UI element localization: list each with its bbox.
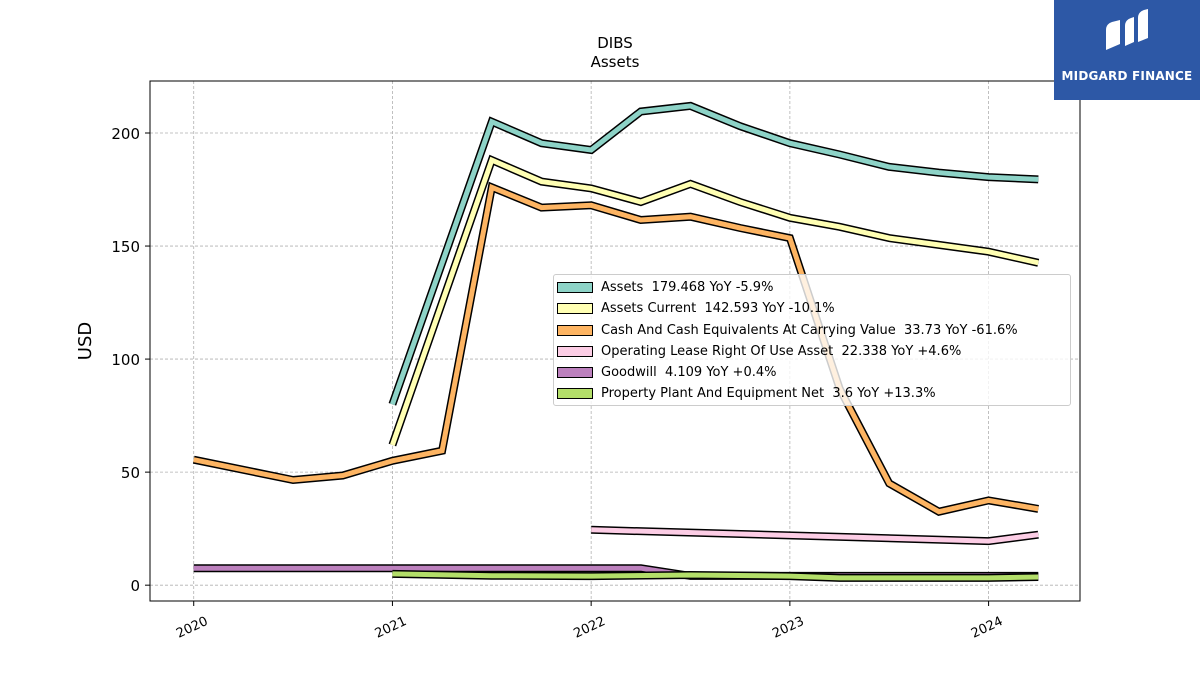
- logo-mark-icon: [1106, 9, 1148, 50]
- legend-item: Assets 179.468 YoY -5.9%: [554, 278, 1070, 299]
- series-line-assets: [390, 103, 1039, 406]
- legend-label: Cash And Cash Equivalents At Carrying Va…: [601, 322, 1018, 338]
- chart-subtitle: Assets: [591, 53, 640, 71]
- plot-frame: [149, 80, 1081, 602]
- legend-label: Goodwill 4.109 YoY +0.4%: [601, 365, 777, 381]
- series-layer: [192, 101, 1040, 582]
- legend-item: Assets Current 142.593 YoY -10.1%: [554, 299, 1070, 320]
- y-tick-label: 150: [111, 238, 140, 256]
- x-tick-label: 2020: [174, 614, 210, 642]
- x-tick-label: 2021: [373, 614, 409, 642]
- y-tick-label: 50: [121, 464, 140, 482]
- y-axis-label: USD: [75, 322, 96, 360]
- legend-swatch: [557, 324, 593, 336]
- chart-title: DIBS: [597, 34, 633, 52]
- legend-swatch: [557, 282, 593, 293]
- legend-label: Operating Lease Right Of Use Asset 22.33…: [601, 343, 962, 359]
- series-line-assets-current: [390, 156, 1039, 446]
- y-tick-label: 0: [130, 577, 140, 595]
- legend-swatch: [557, 367, 593, 379]
- y-tick-label: 100: [111, 351, 140, 369]
- x-tick-label: 2024: [969, 614, 1005, 642]
- legend-item: Goodwill 4.109 YoY +0.4%: [554, 363, 1070, 384]
- logo-text: MIDGARD FINANCE: [1061, 69, 1193, 83]
- series-line-operating-lease-right-of-use-asset: [591, 527, 1039, 544]
- legend-swatch: [557, 388, 593, 400]
- midgard-finance-logo: MIDGARD FINANCE: [1054, 0, 1200, 100]
- legend-label: Property Plant And Equipment Net 3.6 YoY…: [601, 386, 936, 402]
- legend-label: Assets 179.468 YoY -5.9%: [601, 280, 774, 295]
- series-line-cash-and-cash-equivalents-at-carrying-value: [193, 183, 1039, 515]
- y-tick-label: 200: [111, 125, 140, 143]
- x-tick-label: 2023: [770, 614, 806, 642]
- x-tick-label: 2022: [572, 614, 608, 642]
- legend-swatch: [557, 303, 593, 315]
- legend: Assets 179.468 YoY -5.9% Assets Current 1…: [553, 274, 1071, 406]
- series-line-property-plant-and-equipment-net: [392, 571, 1039, 581]
- legend-item: Property Plant And Equipment Net 3.6 YoY…: [554, 384, 1070, 405]
- legend-swatch: [557, 345, 593, 357]
- legend-label: Assets Current 142.593 YoY -10.1%: [601, 301, 835, 317]
- legend-item: Cash And Cash Equivalents At Carrying Va…: [554, 321, 1070, 342]
- legend-item: Operating Lease Right Of Use Asset 22.33…: [554, 342, 1070, 363]
